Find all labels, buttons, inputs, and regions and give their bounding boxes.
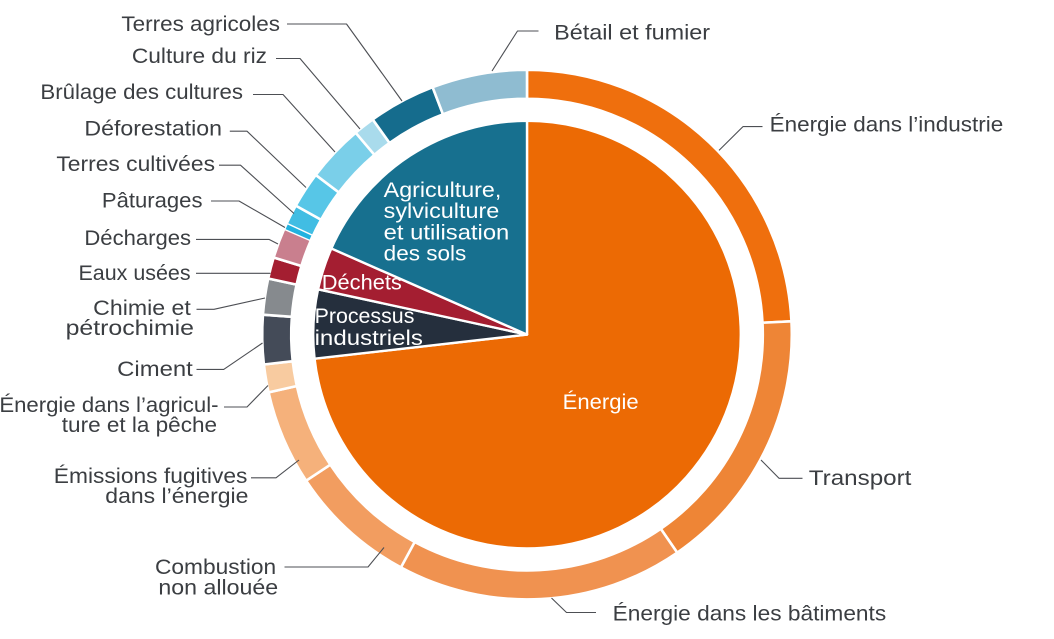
svg-text:Ciment: Ciment (117, 358, 193, 381)
svg-text:Énergie dans les bâtiments: Énergie dans les bâtiments (613, 602, 887, 625)
svg-text:Déchets: Déchets (322, 271, 402, 294)
svg-text:Transport: Transport (809, 467, 912, 490)
svg-text:Terres cultivées: Terres cultivées (56, 153, 215, 176)
svg-text:pétrochimie: pétrochimie (66, 317, 194, 340)
svg-text:Émissions fugitives: Émissions fugitives (54, 465, 248, 488)
svg-text:des sols: des sols (384, 242, 467, 265)
svg-text:Bétail et fumier: Bétail et fumier (554, 22, 710, 45)
svg-text:Pâturages: Pâturages (102, 190, 203, 213)
svg-text:Brûlage des cultures: Brûlage des cultures (40, 81, 243, 104)
svg-text:Énergie dans l’agricul-: Énergie dans l’agricul- (0, 394, 219, 417)
svg-text:et utilisation: et utilisation (384, 221, 510, 244)
svg-text:Terres agricoles: Terres agricoles (121, 13, 280, 36)
svg-text:non allouée: non allouée (158, 577, 278, 600)
svg-text:Culture du riz: Culture du riz (132, 45, 267, 68)
svg-text:Décharges: Décharges (84, 227, 191, 250)
svg-text:Chimie et: Chimie et (93, 297, 191, 320)
svg-text:Combustion: Combustion (155, 556, 276, 579)
svg-text:industriels: industriels (315, 327, 423, 350)
svg-text:ture et la pêche: ture et la pêche (62, 414, 217, 437)
svg-text:dans l’énergie: dans l’énergie (105, 485, 248, 508)
svg-text:Énergie dans l’industrie: Énergie dans l’industrie (770, 114, 1004, 137)
svg-text:Énergie: Énergie (563, 391, 639, 414)
svg-text:Déforestation: Déforestation (84, 118, 222, 141)
svg-text:sylviculture: sylviculture (384, 200, 500, 223)
svg-text:Agriculture,: Agriculture, (384, 179, 502, 202)
svg-text:Processus: Processus (315, 305, 415, 328)
svg-text:Eaux usées: Eaux usées (79, 262, 191, 285)
